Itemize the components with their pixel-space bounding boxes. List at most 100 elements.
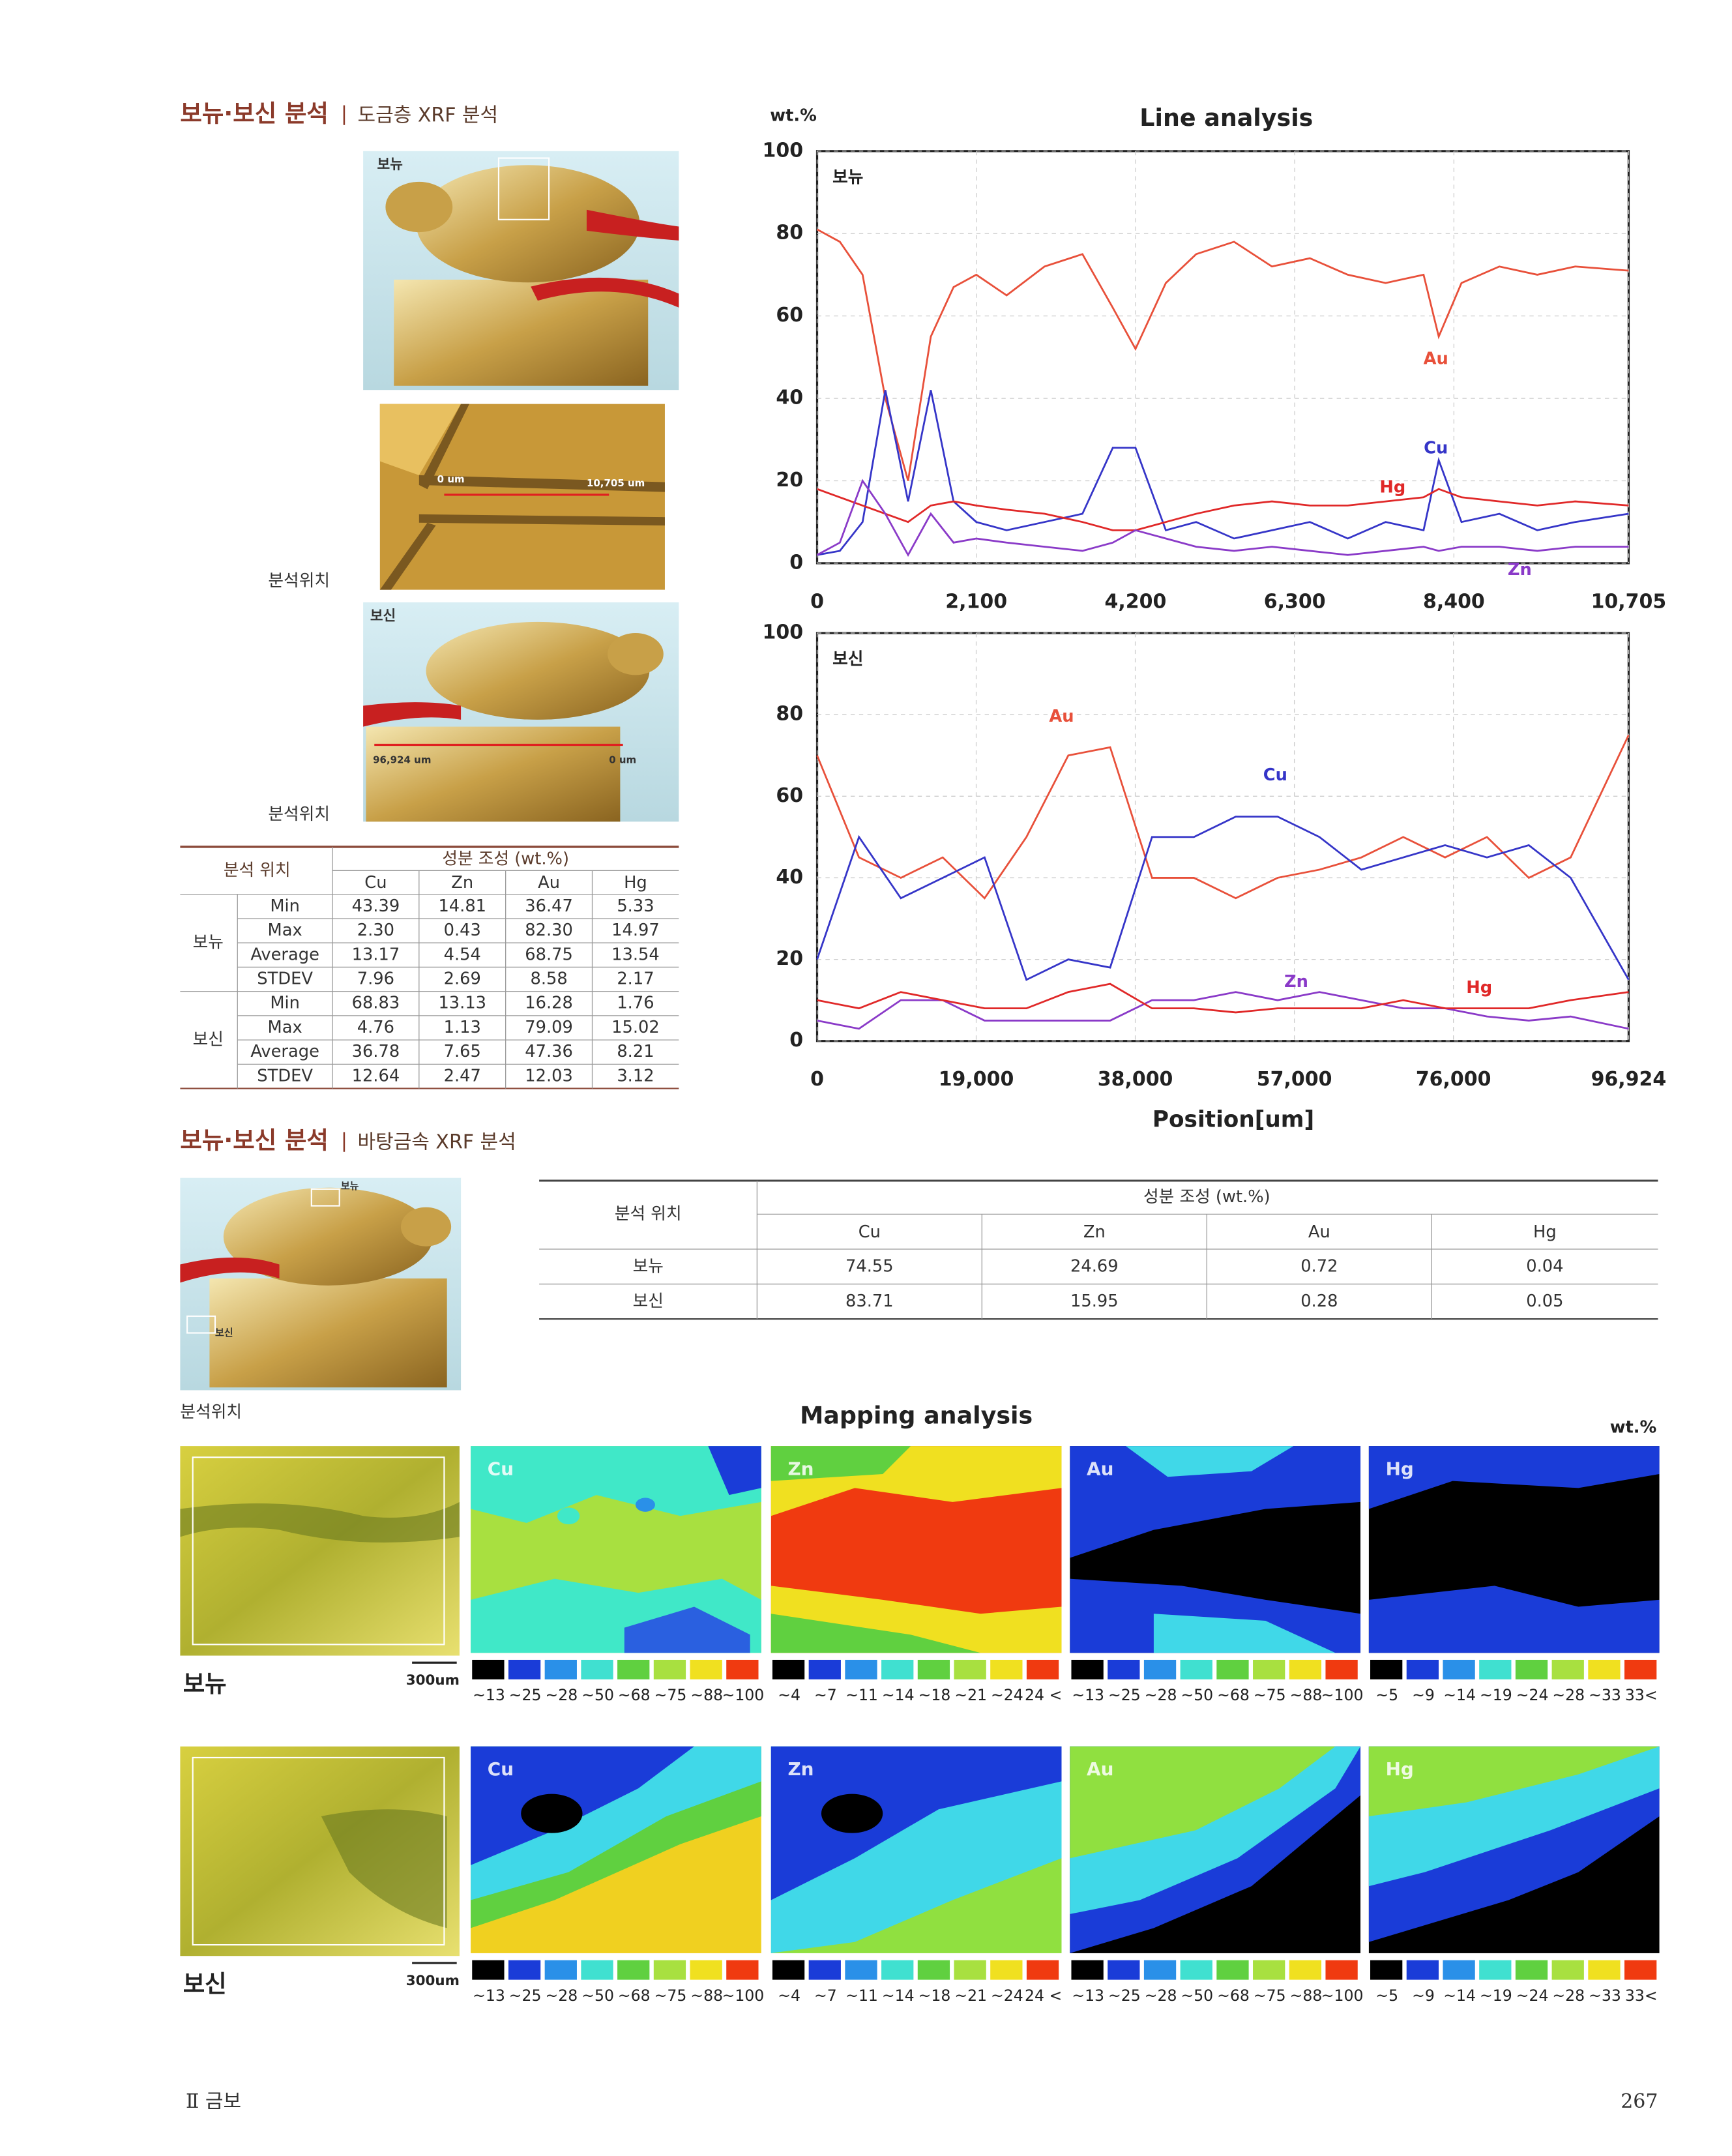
table-stat: STDEV bbox=[257, 1066, 313, 1085]
legend-label: ~33 bbox=[1589, 1986, 1621, 2005]
legend-label: ~7 bbox=[814, 1686, 837, 1704]
map-region bbox=[1368, 1586, 1660, 1653]
panel-label: 보뉴 bbox=[832, 168, 863, 187]
table-cell: 43.39 bbox=[352, 896, 400, 916]
map-element: Hg bbox=[1386, 1458, 1414, 1480]
mapping-unit: wt.% bbox=[1610, 1418, 1657, 1438]
y-tick-label: 0 bbox=[789, 1029, 803, 1052]
table-column: Hg bbox=[624, 873, 647, 893]
table-cell: 8.21 bbox=[617, 1042, 654, 1061]
table-cell: 13.13 bbox=[438, 994, 486, 1013]
section-subtitle: 도금층 XRF 분석 bbox=[358, 104, 499, 127]
legend-label: ~14 bbox=[1443, 1986, 1476, 2005]
legend-label: ~19 bbox=[1480, 1986, 1512, 2005]
scale-label: 300um bbox=[406, 1973, 460, 1989]
map-region bbox=[771, 1746, 1062, 1900]
series-line bbox=[816, 228, 1629, 481]
table-cell: 4.76 bbox=[357, 1018, 394, 1037]
table-cell: 2.47 bbox=[444, 1066, 481, 1085]
separator: | bbox=[341, 103, 347, 126]
legend-label: ~18 bbox=[918, 1986, 951, 2005]
table-cell: 14.97 bbox=[611, 921, 660, 940]
table-column: Au bbox=[1308, 1222, 1330, 1242]
table-cell: 82.30 bbox=[525, 921, 573, 940]
legend-swatch bbox=[726, 1960, 759, 1980]
map-region bbox=[635, 1498, 655, 1512]
map-region bbox=[1126, 1446, 1294, 1477]
legend-label: ~68 bbox=[618, 1986, 651, 2005]
table-cell: 12.03 bbox=[525, 1066, 573, 1085]
legend-swatch bbox=[472, 1960, 505, 1980]
table-cell: 0.05 bbox=[1526, 1292, 1563, 1311]
table-stat: Max bbox=[268, 921, 302, 940]
legend-swatch bbox=[1479, 1960, 1512, 1980]
series-line bbox=[816, 734, 1630, 900]
legend-label: ~24 bbox=[1516, 1986, 1549, 2005]
legend-swatch bbox=[1443, 1960, 1475, 1980]
table-cell: 4.54 bbox=[444, 945, 481, 964]
map-legend: ~13 ~25 ~28 ~50 ~68 ~75 ~88~100 bbox=[1071, 1960, 1364, 2005]
legend-swatch bbox=[1071, 1659, 1104, 1679]
map-legend: ~13 ~25 ~28 ~50 ~68 ~75 ~88~100 bbox=[472, 1659, 764, 1704]
y-unit: wt.% bbox=[770, 106, 817, 126]
legend-swatch bbox=[917, 1659, 950, 1679]
map-region bbox=[821, 1794, 883, 1833]
legend-swatch bbox=[508, 1960, 541, 1980]
x-tick-label: 76,000 bbox=[1416, 1068, 1491, 1091]
caption: 분석위치 bbox=[180, 1402, 242, 1422]
x-axis-label: Position[um] bbox=[1152, 1106, 1314, 1132]
chart-title: Line analysis bbox=[1139, 104, 1313, 132]
element-map: Cu bbox=[471, 1446, 761, 1653]
map-region bbox=[1368, 1746, 1660, 1816]
map-element: Cu bbox=[488, 1458, 514, 1480]
table-cell: 74.55 bbox=[845, 1256, 894, 1276]
legend-swatch bbox=[1108, 1659, 1140, 1679]
element-map: Au bbox=[1070, 1446, 1361, 1653]
map-region bbox=[1368, 1446, 1660, 1509]
map-region bbox=[1070, 1746, 1336, 1859]
legend-label: ~7 bbox=[814, 1986, 837, 2005]
legend-swatch bbox=[1325, 1960, 1358, 1980]
table-column: Au bbox=[538, 873, 560, 893]
x-tick-label: 6,300 bbox=[1264, 590, 1326, 613]
table-cell: 68.75 bbox=[525, 945, 573, 964]
map-region bbox=[1070, 1446, 1361, 1558]
table-cell: 15.95 bbox=[1070, 1292, 1119, 1311]
photo-label: 보뉴 bbox=[377, 156, 403, 173]
table-column: Zn bbox=[451, 873, 473, 893]
legend-swatch bbox=[954, 1659, 986, 1679]
series-label: Zn bbox=[1284, 972, 1308, 992]
x-tick-label: 0 bbox=[810, 590, 824, 613]
legend-swatch bbox=[1551, 1960, 1584, 1980]
legend-label: ~25 bbox=[509, 1986, 542, 2005]
legend-swatch bbox=[990, 1960, 1023, 1980]
legend-swatch bbox=[1216, 1960, 1249, 1980]
roi-frame bbox=[192, 1456, 445, 1646]
x-tick-label: 57,000 bbox=[1257, 1068, 1332, 1091]
legend-label: ~21 bbox=[954, 1686, 987, 1704]
table-cell: 0.43 bbox=[444, 921, 481, 940]
legend-swatch bbox=[581, 1659, 613, 1679]
section-title: 보뉴·보신 분석 bbox=[180, 100, 328, 128]
table-cell: 83.71 bbox=[845, 1292, 894, 1311]
legend-label: ~28 bbox=[1552, 1986, 1585, 2005]
table-cell: 5.33 bbox=[617, 896, 654, 916]
legend-label: ~18 bbox=[918, 1686, 951, 1704]
legend-label: ~88 bbox=[690, 1986, 723, 2005]
map-legend: ~13 ~25 ~28 ~50 ~68 ~75 ~88~100 bbox=[472, 1960, 764, 2005]
table-cell: 8.58 bbox=[530, 969, 567, 989]
panel-label: 보신 bbox=[832, 649, 863, 669]
micro-photo bbox=[180, 1446, 460, 1656]
table-cell: 7.65 bbox=[444, 1042, 481, 1061]
plot-area bbox=[815, 632, 1630, 1042]
section-subtitle: 바탕금속 XRF 분석 bbox=[358, 1131, 516, 1154]
legend-label: ~14 bbox=[882, 1686, 915, 1704]
legend-label: ~50 bbox=[1181, 1986, 1213, 2005]
photo-label: 보신 bbox=[215, 1327, 233, 1338]
y-tick-label: 60 bbox=[776, 304, 803, 327]
y-tick-label: 100 bbox=[762, 139, 803, 162]
legend-label: ~28 bbox=[546, 1686, 578, 1704]
element-map: Hg bbox=[1368, 1746, 1660, 1953]
legend-swatch bbox=[1624, 1659, 1657, 1679]
table-cell: 16.28 bbox=[525, 994, 573, 1013]
